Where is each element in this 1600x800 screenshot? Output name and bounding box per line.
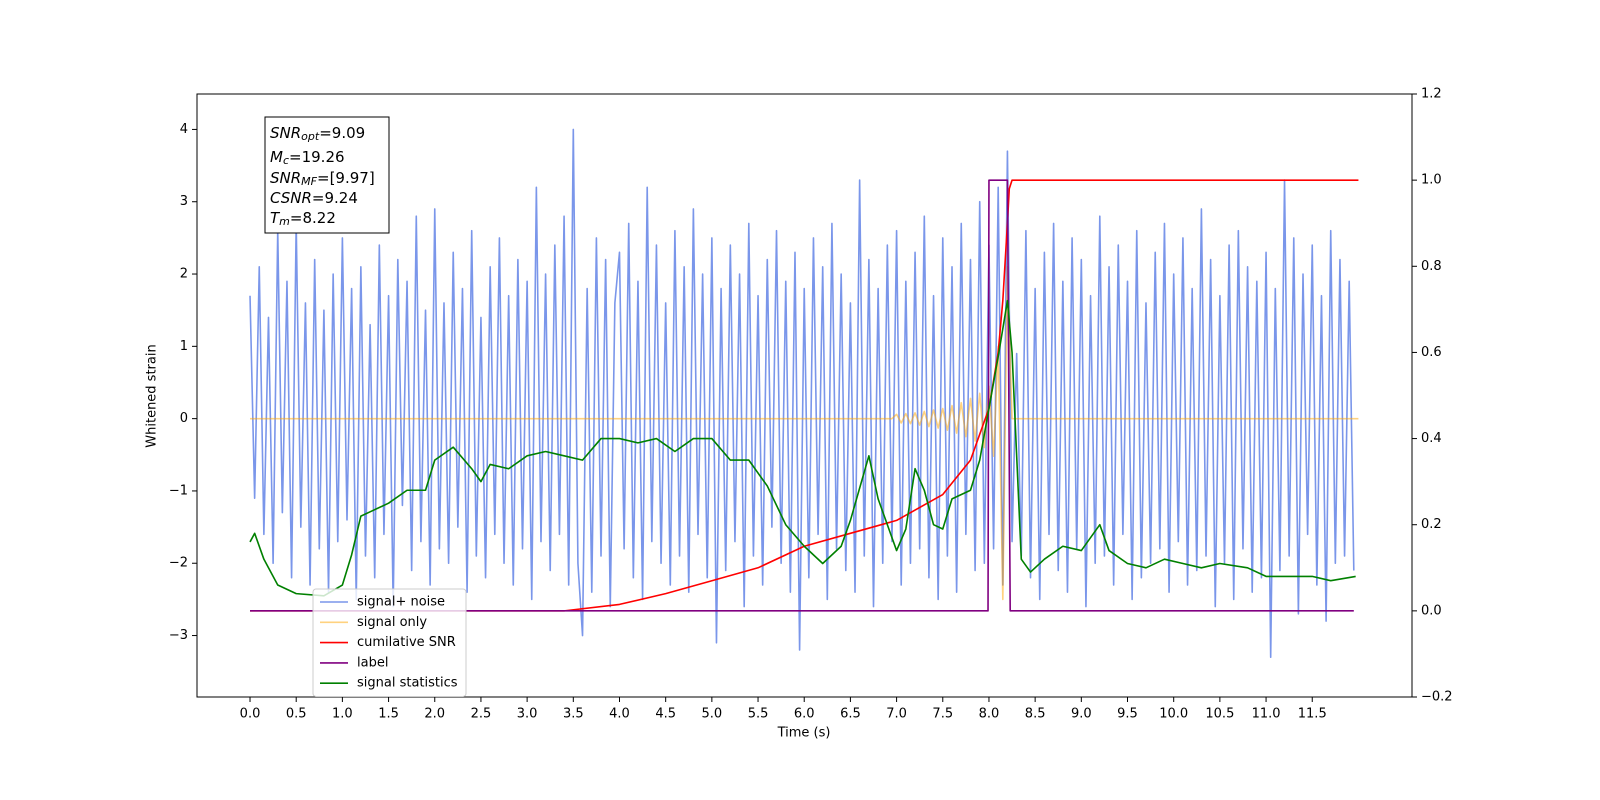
legend-box xyxy=(312,588,467,697)
legend-label: signal only xyxy=(357,615,427,630)
x-tick-label: 2.0 xyxy=(424,707,445,722)
annotation-symbol: T xyxy=(270,209,281,227)
annotation-subscript: MF xyxy=(301,175,317,188)
y2-tick-label: 1.0 xyxy=(1421,173,1442,188)
y-tick-label: 4 xyxy=(180,122,188,137)
legend-label: label xyxy=(357,655,388,670)
x-tick-label: 7.0 xyxy=(886,707,907,722)
legend-label: signal+ noise xyxy=(357,595,445,610)
y-tick-label: 0 xyxy=(180,411,188,426)
y2-tick-label: 1.2 xyxy=(1421,87,1442,102)
annotation-symbol: SNR xyxy=(270,169,301,187)
annotation-value: =19.26 xyxy=(289,148,345,166)
x-tick-label: 5.0 xyxy=(702,707,723,722)
series-group xyxy=(249,128,1359,659)
x-tick-label: 11.0 xyxy=(1252,707,1281,722)
series-line xyxy=(249,128,1355,659)
x-tick-label: 3.5 xyxy=(563,707,584,722)
annotation-subscript: m xyxy=(279,215,290,228)
x-tick-label: 1.0 xyxy=(332,707,353,722)
y-tick-label: 2 xyxy=(180,267,188,282)
legend-label: cumilative SNR xyxy=(357,635,456,650)
x-tick-label: 11.5 xyxy=(1298,707,1327,722)
y-axis-label: Whitened strain xyxy=(145,344,160,447)
x-tick-label: 3.0 xyxy=(517,707,538,722)
x-tick-label: 4.5 xyxy=(655,707,676,722)
y-tick-label: 3 xyxy=(180,194,188,209)
x-tick-label: 9.0 xyxy=(1071,707,1092,722)
x-tick-label: 0.5 xyxy=(286,707,307,722)
legend-label: signal statistics xyxy=(357,676,458,691)
annotation-line: Mc=19.26 xyxy=(270,148,345,168)
x-tick-label: 6.5 xyxy=(840,707,861,722)
series-line xyxy=(249,299,1356,597)
y2-tick-label: 0.0 xyxy=(1421,603,1442,618)
y-tick-label: 1 xyxy=(180,339,188,354)
annotation-value: =[9.97] xyxy=(317,169,375,187)
annotation-value: =8.22 xyxy=(290,209,336,227)
y2-tick-label: 0.6 xyxy=(1421,345,1442,360)
x-tick-label: 10.5 xyxy=(1205,707,1234,722)
annotation-symbol: M xyxy=(270,148,283,166)
annotation: SNRopt=9.09Mc=19.26SNRMF=[9.97]CSNR=9.24… xyxy=(264,116,390,234)
annotation-line: SNRopt=9.09 xyxy=(270,124,365,144)
annotation-value: =9.24 xyxy=(312,189,358,207)
annotation-box xyxy=(264,116,390,234)
x-tick-label: 10.0 xyxy=(1159,707,1188,722)
x-tick-label: 7.5 xyxy=(932,707,953,722)
legend: signal+ noise signal only cumilative SNR la… xyxy=(312,588,467,697)
y2-tick-label: 0.2 xyxy=(1421,517,1442,532)
x-tick-label: 1.5 xyxy=(378,707,399,722)
y2-tick-label: 0.4 xyxy=(1421,431,1442,446)
annotation-value: =9.09 xyxy=(319,124,365,142)
series-line xyxy=(250,266,1359,601)
annotation-subscript: c xyxy=(283,154,289,167)
x-tick-label: 6.0 xyxy=(794,707,815,722)
annotation-line: SNRMF=[9.97] xyxy=(270,169,375,189)
x-tick-label: 9.5 xyxy=(1117,707,1138,722)
annotation-line: Tm=8.22 xyxy=(270,209,336,229)
series-line xyxy=(250,179,1354,612)
x-tick-label: 2.5 xyxy=(471,707,492,722)
x-tick-label: 4.0 xyxy=(609,707,630,722)
x-axis-label: Time (s) xyxy=(777,726,831,741)
y-tick-label: −3 xyxy=(169,628,188,643)
x-tick-label: 0.0 xyxy=(240,707,261,722)
annotation-subscript: opt xyxy=(301,130,320,143)
annotation-symbol: SNR xyxy=(270,124,301,142)
x-tick-label: 5.5 xyxy=(748,707,769,722)
y-tick-label: −2 xyxy=(169,556,188,571)
y2-tick-label: −0.2 xyxy=(1421,690,1453,705)
annotation-symbol: CSNR xyxy=(270,189,312,207)
x-tick-label: 8.0 xyxy=(979,707,1000,722)
y2-tick-label: 0.8 xyxy=(1421,259,1442,274)
y-tick-label: −1 xyxy=(169,483,188,498)
x-tick-label: 8.5 xyxy=(1025,707,1046,722)
annotation-line: CSNR=9.24 xyxy=(270,189,358,207)
